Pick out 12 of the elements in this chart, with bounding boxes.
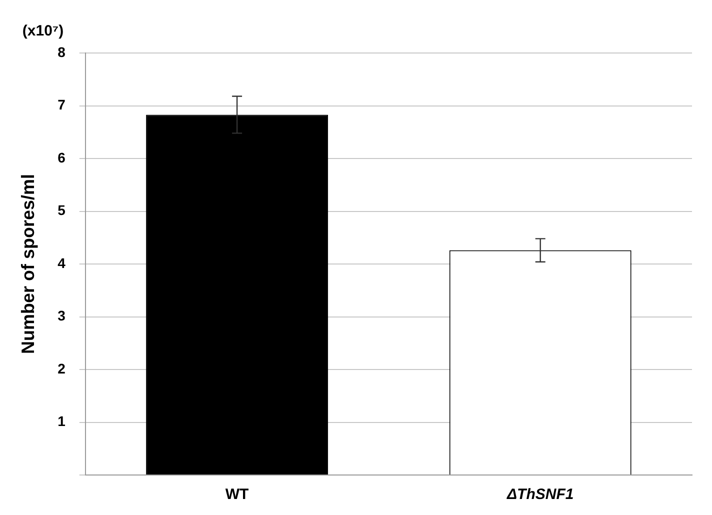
y-tick-label: 7 [58,96,66,113]
y-tick-label: 5 [58,202,66,218]
y-tick-label: 4 [58,254,66,271]
text: (x10⁷) [22,22,64,40]
x-tick-label: WT [225,486,249,504]
x-tick-label: ΔThSNF1 [506,486,574,504]
y-tick-label: 1 [58,413,66,430]
y-axis-title: Number of spores/ml [18,174,38,354]
y-tick-label: 2 [58,360,66,376]
y-tick-label: 8 [58,44,66,60]
y-tick-label: 3 [58,308,66,324]
y-tick-label: 6 [58,149,66,166]
